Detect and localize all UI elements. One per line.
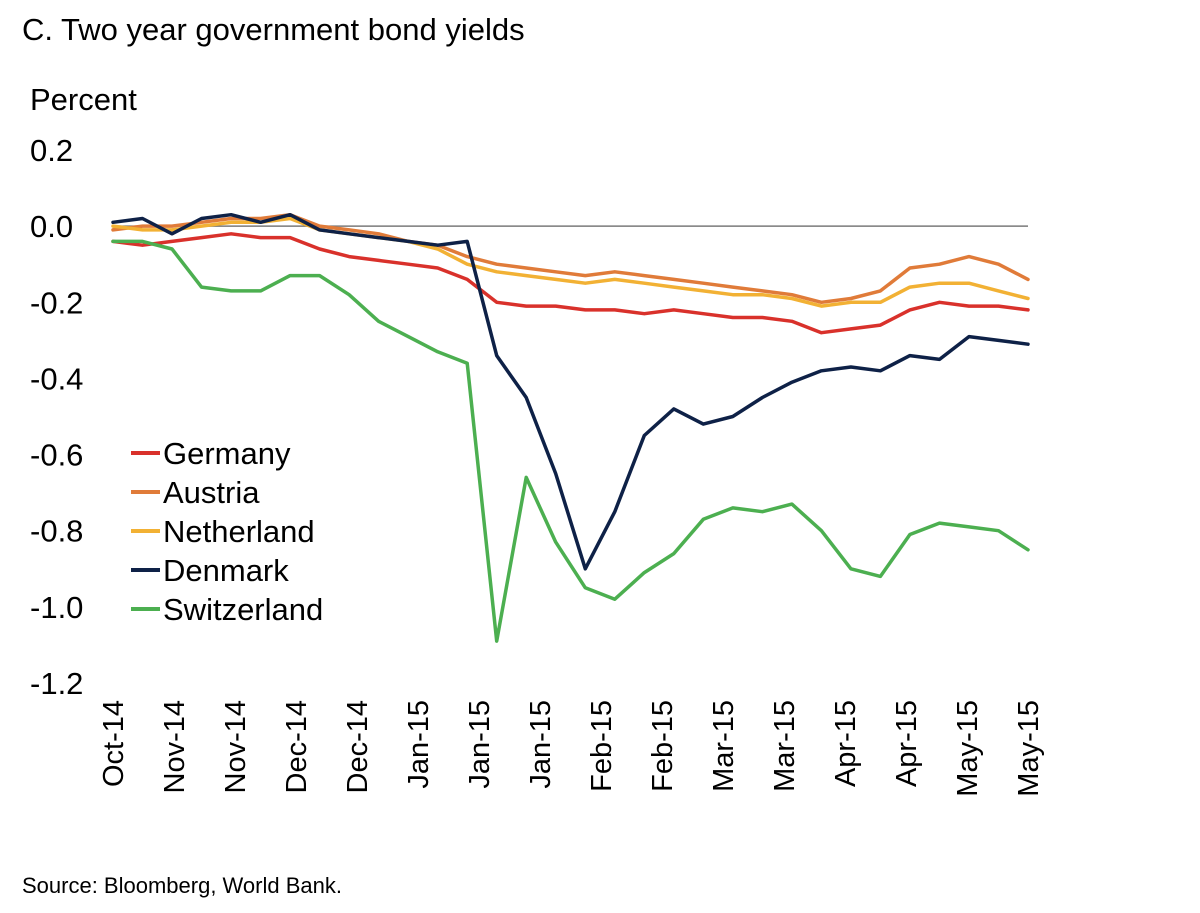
legend-label: Switzerland	[163, 592, 323, 627]
x-tick-label: May-15	[1013, 700, 1045, 797]
series-line-germany	[111, 232, 1030, 335]
x-tick-label: Apr-15	[830, 700, 862, 787]
x-tick-label: Apr-15	[891, 700, 923, 787]
series-line-austria	[111, 212, 1030, 305]
x-tick-label: Mar-15	[769, 700, 801, 792]
y-tick-label: -0.6	[30, 438, 83, 473]
x-tick-label: Dec-14	[342, 700, 374, 794]
y-axis-unit-label: Percent	[30, 82, 137, 117]
x-tick-label: Jan-15	[403, 700, 435, 789]
x-tick-label: May-15	[952, 700, 984, 797]
legend-label: Denmark	[163, 553, 289, 588]
series-lines	[111, 212, 1030, 643]
series-line-netherland	[111, 216, 1030, 308]
x-tick-label: Dec-14	[281, 700, 313, 794]
legend-label: Germany	[163, 436, 291, 471]
x-tick-label: Jan-15	[464, 700, 496, 789]
legend: Germany Austria Netherland Denmark Switzerla…	[131, 436, 323, 627]
y-axis-ticks: 0.2 0.0 -0.2 -0.4 -0.6 -0.8 -1.0 -1.2	[30, 133, 83, 701]
x-tick-label: Feb-15	[586, 700, 618, 792]
x-tick-label: Nov-14	[159, 700, 191, 794]
series-line-switzerland	[111, 239, 1030, 643]
legend-label: Netherland	[163, 514, 315, 549]
y-tick-label: -1.2	[30, 666, 83, 701]
y-tick-label: 0.0	[30, 209, 73, 244]
chart-title: C. Two year government bond yields	[22, 12, 525, 47]
x-tick-label: Oct-14	[98, 700, 130, 787]
y-tick-label: -0.8	[30, 514, 83, 549]
y-tick-label: -0.2	[30, 285, 83, 320]
series-line-denmark	[111, 212, 1030, 571]
source-note: Source: Bloomberg, World Bank.	[22, 873, 342, 898]
x-tick-label: Mar-15	[708, 700, 740, 792]
x-tick-label: Nov-14	[220, 700, 252, 794]
y-tick-label: -1.0	[30, 590, 83, 625]
x-axis-ticks: Oct-14 Nov-14 Nov-14 Dec-14 Dec-14 Jan-15 Jan-…	[98, 700, 1045, 797]
legend-label: Austria	[163, 475, 260, 510]
y-tick-label: 0.2	[30, 133, 73, 168]
x-tick-label: Jan-15	[525, 700, 557, 789]
x-tick-label: Feb-15	[647, 700, 679, 792]
y-tick-label: -0.4	[30, 361, 83, 396]
